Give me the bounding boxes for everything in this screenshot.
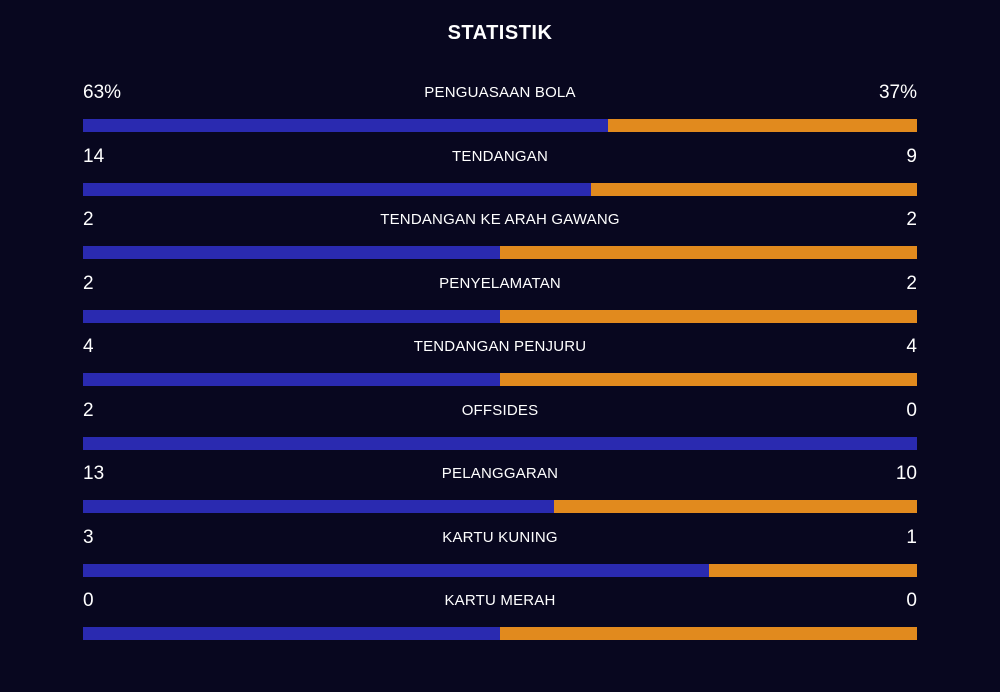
stat-label: PENGUASAAN BOLA (424, 84, 576, 101)
stats-title: STATISTIK (447, 22, 553, 44)
stat-label: PENYELAMATAN (439, 274, 561, 292)
home-bar-segment (83, 563, 709, 577)
stat-row-shots: 14 TENDANGAN 9 (83, 144, 917, 208)
home-bar-segment (83, 309, 500, 323)
away-value: 2 (906, 272, 917, 294)
home-bar-segment (83, 373, 500, 386)
away-value: 0 (906, 399, 917, 421)
stat-bar (83, 563, 917, 577)
stat-row-corners: 4 TENDANGAN PENJURU 4 (83, 334, 917, 398)
stat-row-yellow-cards: 3 KARTU KUNING 1 (83, 525, 917, 589)
away-value: 2 (906, 209, 917, 230)
stat-bar (83, 627, 917, 640)
stat-label: KARTU MERAH (444, 592, 556, 609)
home-value: 3 (83, 526, 94, 548)
stat-bar (83, 373, 917, 386)
away-value: 1 (906, 526, 917, 548)
home-value: 4 (83, 336, 94, 357)
home-value: 2 (83, 399, 94, 421)
stat-row-saves: 2 PENYELAMATAN 2 (83, 271, 917, 335)
stats-list: 63% PENGUASAAN BOLA 37% 14 TENDANGAN 9 2… (83, 80, 917, 652)
stat-label: TENDANGAN (452, 147, 548, 165)
away-bar-segment (500, 627, 917, 640)
home-value: 2 (83, 209, 94, 230)
away-value: 37% (878, 82, 917, 103)
home-value: 63% (83, 82, 122, 103)
stat-bar (83, 436, 917, 450)
away-bar-segment (608, 119, 917, 132)
stat-bar (83, 246, 917, 259)
stat-row-shots-on-target: 2 TENDANGAN KE ARAH GAWANG 2 (83, 207, 917, 271)
stat-row-possession: 63% PENGUASAAN BOLA 37% (83, 80, 917, 144)
away-value: 10 (895, 463, 917, 484)
home-bar-segment (83, 182, 591, 196)
away-bar-segment (500, 373, 917, 386)
home-bar-segment (83, 500, 555, 513)
stat-label: TENDANGAN KE ARAH GAWANG (380, 211, 620, 228)
away-bar-segment (708, 563, 917, 577)
stat-bar (83, 309, 917, 323)
home-value: 0 (83, 590, 94, 611)
away-bar-segment (554, 500, 917, 513)
stat-bar (83, 119, 917, 132)
stat-label: PELANGGARAN (441, 465, 559, 482)
home-value: 13 (83, 463, 105, 484)
away-value: 9 (906, 145, 917, 167)
away-bar-segment (500, 246, 917, 259)
stat-label: TENDANGAN PENJURU (413, 338, 587, 355)
stat-row-red-cards: 0 KARTU MERAH 0 (83, 588, 917, 652)
stat-bar (83, 500, 917, 513)
stat-row-fouls: 13 PELANGGARAN 10 (83, 461, 917, 525)
away-bar-segment (500, 309, 917, 323)
home-value: 14 (83, 145, 105, 167)
away-bar-segment (590, 182, 917, 196)
away-value: 4 (906, 336, 917, 357)
home-value: 2 (83, 272, 94, 294)
home-bar-segment (83, 436, 917, 450)
home-bar-segment (83, 246, 500, 259)
away-value: 0 (906, 590, 917, 611)
stat-bar (83, 182, 917, 196)
stat-label: OFFSIDES (461, 401, 539, 419)
stat-label: KARTU KUNING (442, 528, 558, 546)
stat-row-offsides: 2 OFFSIDES 0 (83, 398, 917, 462)
home-bar-segment (83, 627, 500, 640)
home-bar-segment (83, 119, 609, 132)
